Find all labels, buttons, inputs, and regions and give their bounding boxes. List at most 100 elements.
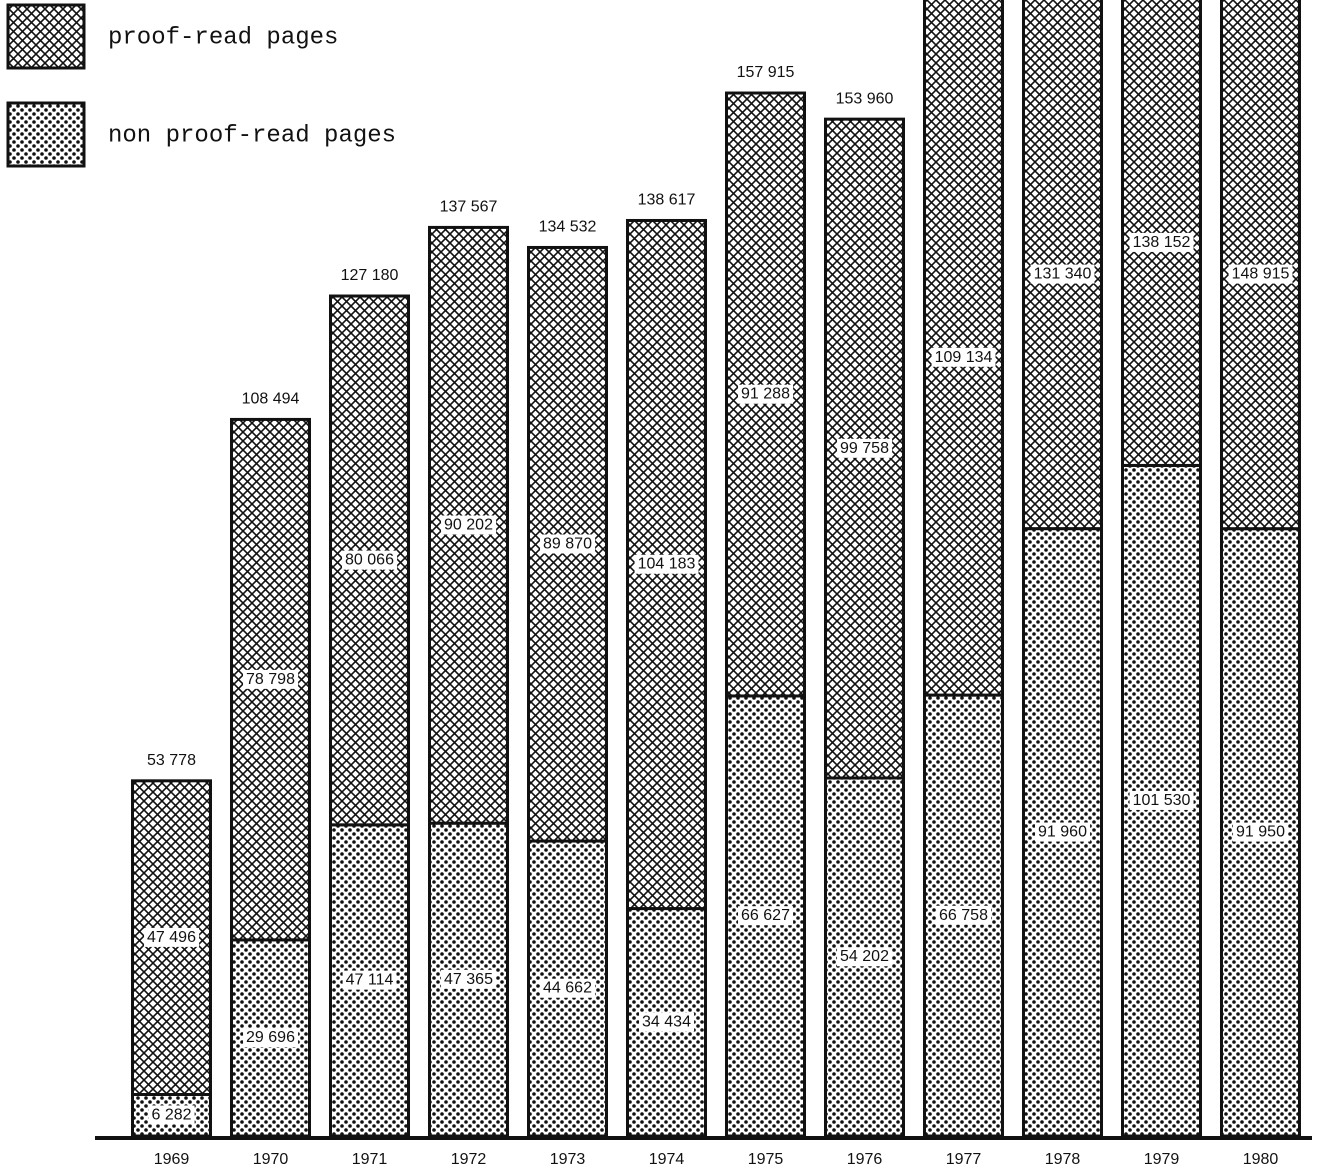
- value-label-bg: [1129, 790, 1194, 810]
- value-label-bg: [540, 534, 596, 554]
- legend-swatch: [6, 3, 86, 70]
- value-label-group: 66 758: [936, 905, 992, 925]
- value-label: 99 758: [840, 440, 889, 457]
- legend-label: non proof-read pages: [108, 122, 396, 149]
- value-label-group: 6 282: [148, 1105, 195, 1125]
- value-label: 54 202: [840, 948, 889, 965]
- value-label: 91 950: [1236, 824, 1285, 841]
- value-label-bg: [148, 1105, 195, 1125]
- value-label-group: 89 870: [540, 534, 596, 554]
- bar-segment: [923, 0, 1004, 697]
- total-label: 153 960: [836, 90, 894, 107]
- value-label-bg: [243, 669, 299, 689]
- value-label-bg: [1030, 264, 1095, 284]
- value-label: 29 696: [246, 1029, 295, 1046]
- legend-swatch: [6, 101, 86, 168]
- value-label: 47 496: [147, 929, 196, 946]
- x-tick-label: 1969: [154, 1151, 190, 1168]
- value-label-bg: [837, 947, 893, 967]
- bar-segment: [1220, 0, 1301, 531]
- value-label: 91 960: [1038, 824, 1087, 841]
- value-label: 148 915: [1232, 266, 1290, 283]
- legend: proof-read pages non proof-read pages: [6, 3, 396, 168]
- value-label-group: 101 530: [1129, 790, 1194, 810]
- total-label: 138 617: [638, 192, 696, 209]
- value-label-group: 91 288: [738, 384, 794, 404]
- value-label: 80 066: [345, 552, 394, 569]
- x-tick-label: 1979: [1144, 1151, 1180, 1168]
- total-label: 108 494: [242, 391, 300, 408]
- value-label: 104 183: [638, 556, 696, 573]
- value-label-group: 148 915: [1228, 264, 1293, 284]
- value-label-group: 44 662: [540, 978, 596, 998]
- value-label-bg: [342, 550, 398, 570]
- value-label-bg: [1129, 232, 1194, 252]
- value-label: 66 627: [741, 907, 790, 924]
- value-label-group: 80 066: [342, 550, 398, 570]
- x-tick-label: 1970: [253, 1151, 289, 1168]
- value-label-group: 47 114: [342, 970, 397, 990]
- value-label: 90 202: [444, 517, 493, 534]
- value-label-group: 29 696: [243, 1028, 299, 1048]
- value-label-bg: [1228, 264, 1293, 284]
- value-label-group: 138 152: [1129, 232, 1194, 252]
- value-label-group: 104 183: [634, 554, 699, 574]
- value-label: 131 340: [1034, 266, 1092, 283]
- value-label-bg: [936, 905, 992, 925]
- total-label: 53 778: [147, 752, 196, 769]
- legend-label: proof-read pages: [108, 24, 338, 51]
- x-tick-label: 1980: [1243, 1151, 1279, 1168]
- value-label: 101 530: [1133, 792, 1191, 809]
- value-label: 44 662: [543, 980, 592, 997]
- total-label: 127 180: [341, 267, 399, 284]
- value-label-bg: [931, 347, 996, 367]
- x-tick-label: 1977: [946, 1151, 982, 1168]
- value-label: 89 870: [543, 535, 592, 552]
- value-label-group: 91 960: [1035, 822, 1091, 842]
- value-label-bg: [837, 438, 893, 458]
- value-label: 6 282: [151, 1106, 191, 1123]
- value-label-bg: [441, 969, 497, 989]
- value-label-group: 47 365: [441, 969, 497, 989]
- value-label: 78 798: [246, 671, 295, 688]
- value-label-group: 47 496: [144, 927, 200, 947]
- value-label: 34 434: [642, 1014, 691, 1031]
- x-tick-label: 1978: [1045, 1151, 1081, 1168]
- value-label: 109 134: [935, 349, 993, 366]
- x-tick-label: 1975: [748, 1151, 784, 1168]
- x-tick-label: 1973: [550, 1151, 586, 1168]
- x-tick-label: 1976: [847, 1151, 883, 1168]
- value-label-group: 99 758: [837, 438, 893, 458]
- value-label-bg: [1035, 822, 1091, 842]
- x-tick-label: 1971: [352, 1151, 388, 1168]
- value-label: 91 288: [741, 386, 790, 403]
- bar-segment: [1121, 0, 1202, 467]
- value-label-group: 90 202: [441, 515, 497, 535]
- value-label-group: 131 340: [1030, 264, 1095, 284]
- value-label-bg: [1233, 822, 1289, 842]
- total-label: 137 567: [440, 199, 498, 216]
- value-label-bg: [738, 906, 794, 926]
- value-label: 138 152: [1133, 234, 1191, 251]
- value-label-group: 91 950: [1233, 822, 1289, 842]
- value-label: 47 114: [346, 972, 394, 989]
- value-label-group: 66 627: [738, 906, 794, 926]
- value-label-group: 109 134: [931, 347, 996, 367]
- value-label-bg: [144, 927, 200, 947]
- value-label-bg: [540, 978, 596, 998]
- value-label-group: 34 434: [639, 1012, 695, 1032]
- value-label-bg: [634, 554, 699, 574]
- value-label-bg: [243, 1028, 299, 1048]
- value-label-group: 54 202: [837, 947, 893, 967]
- value-label-bg: [342, 970, 397, 990]
- value-label: 47 365: [444, 971, 493, 988]
- total-label: 157 915: [737, 64, 795, 81]
- value-label-group: 78 798: [243, 669, 299, 689]
- x-tick-label: 1972: [451, 1151, 487, 1168]
- value-label-bg: [441, 515, 497, 535]
- x-tick-label: 1974: [649, 1151, 685, 1168]
- value-label: 66 758: [939, 907, 988, 924]
- value-label-bg: [738, 384, 794, 404]
